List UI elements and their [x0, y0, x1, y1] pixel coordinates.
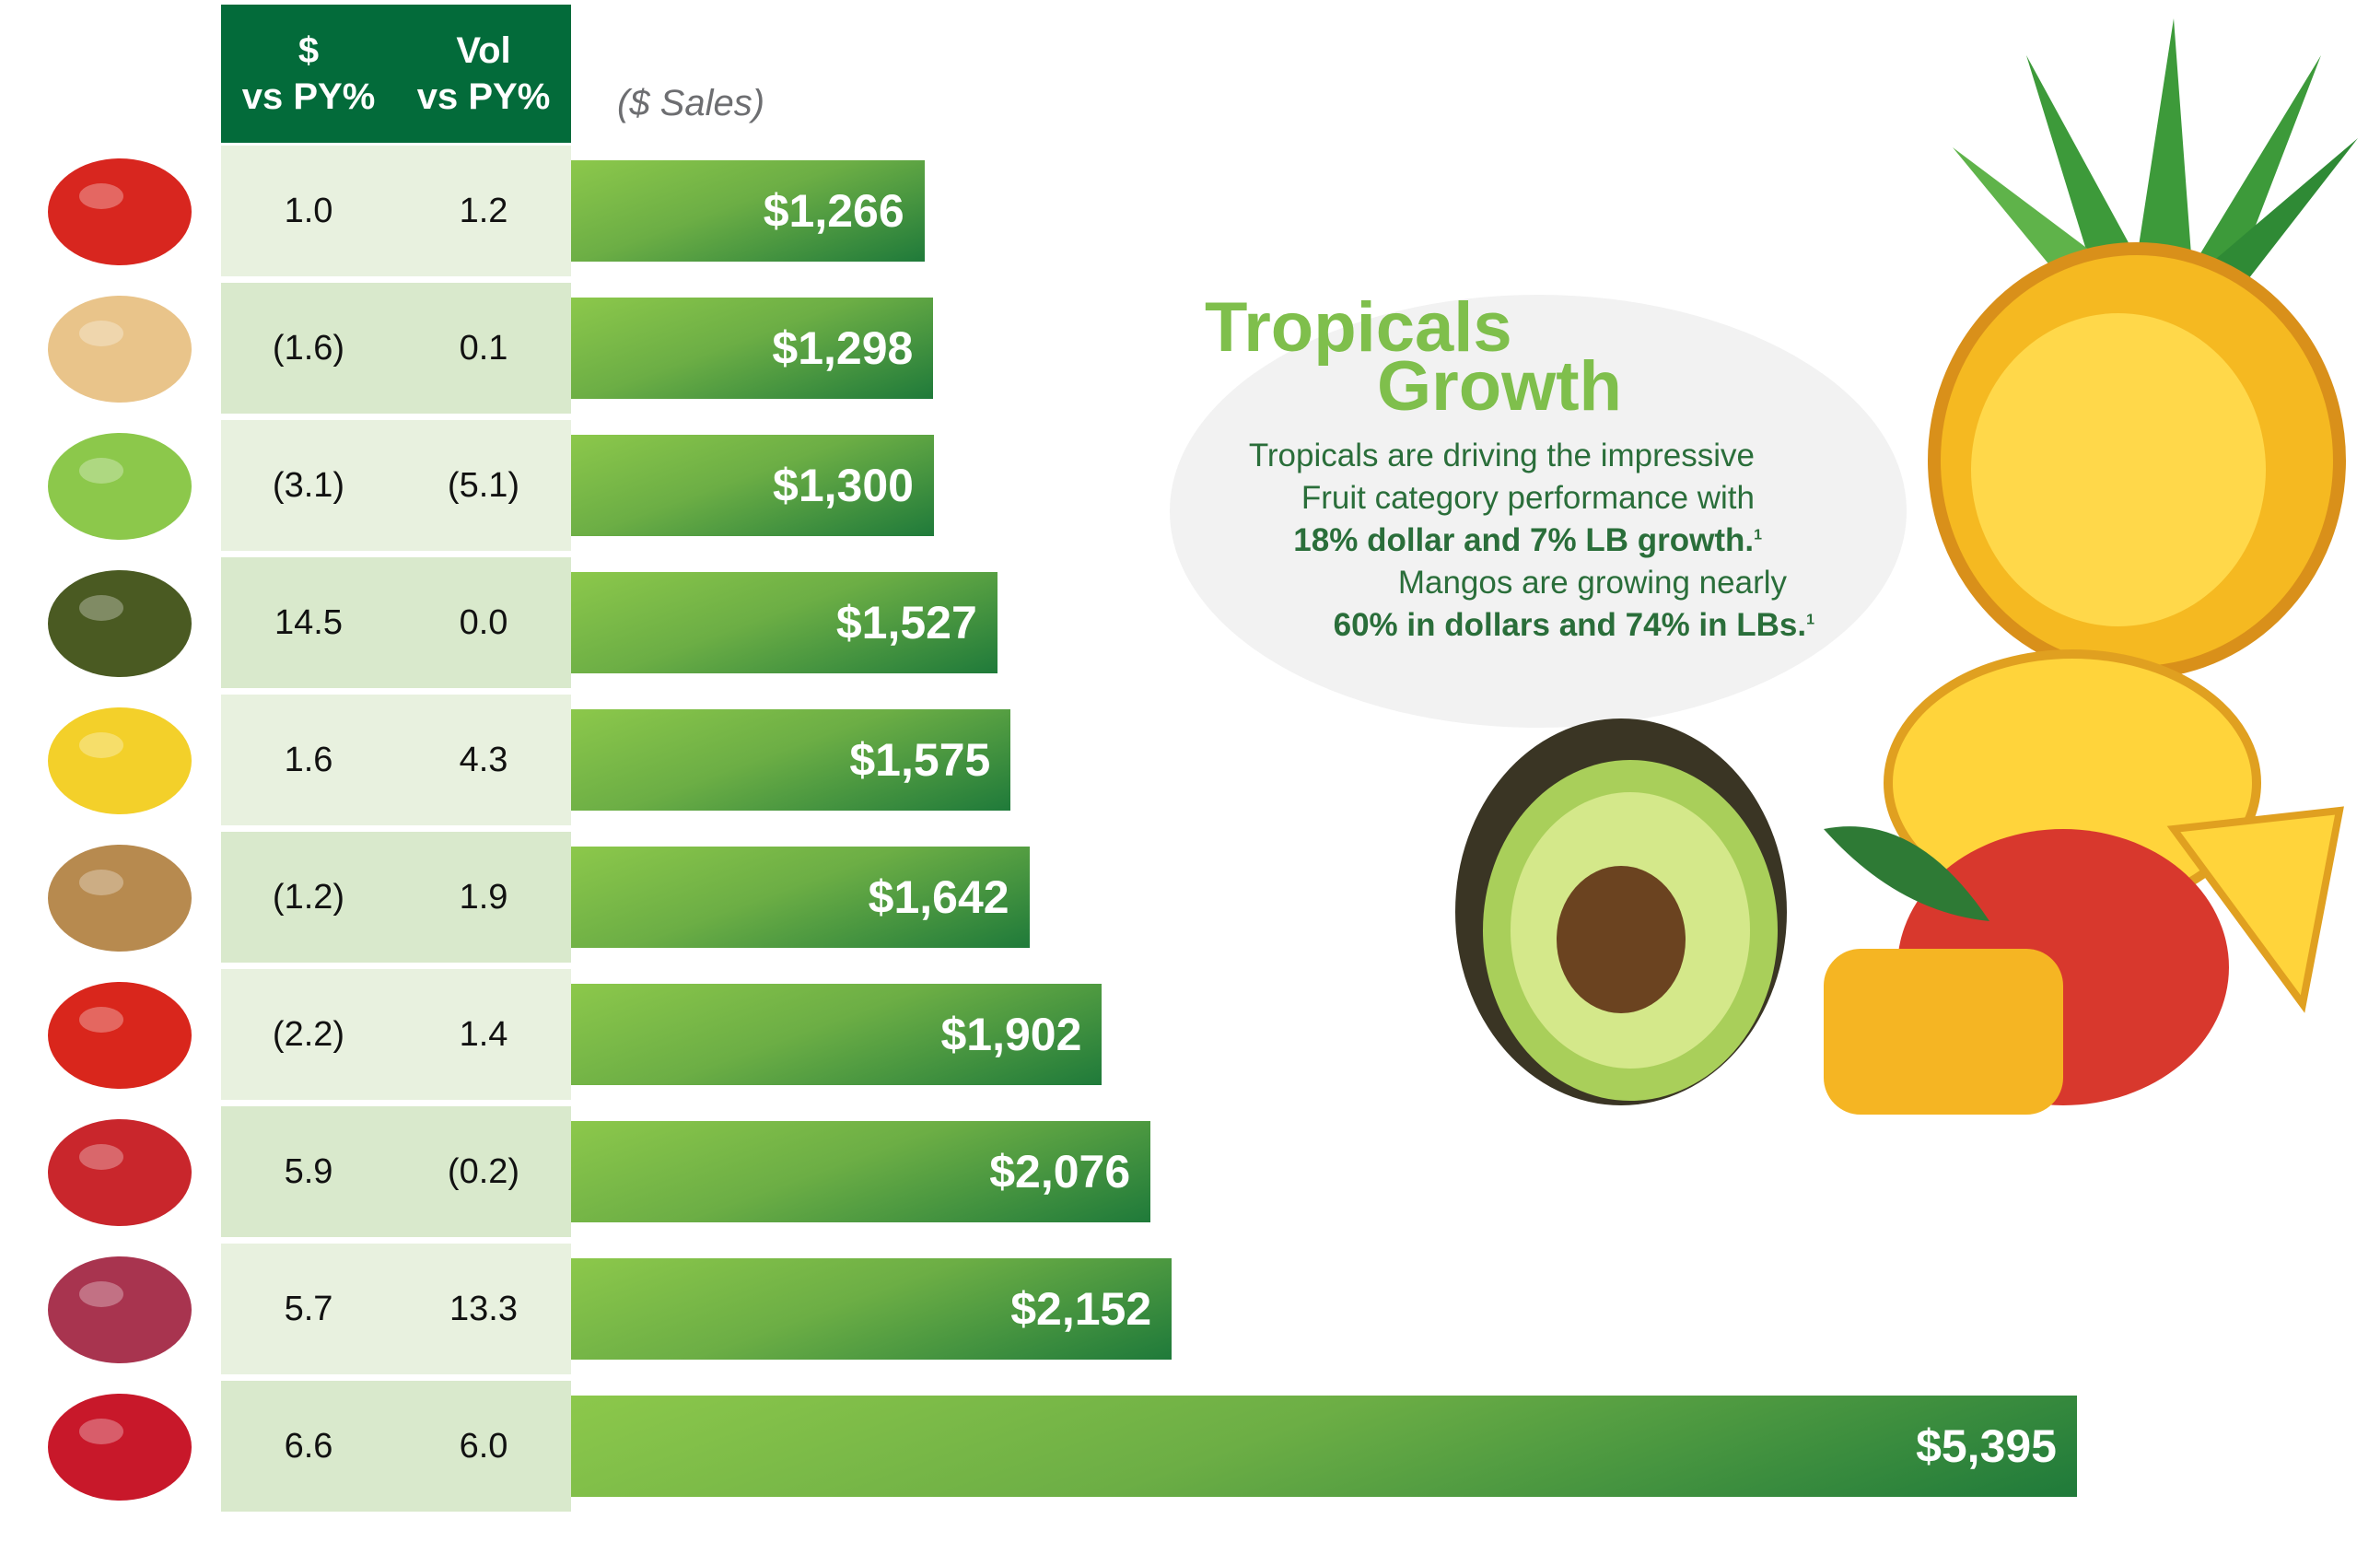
bar: $1,298 [571, 298, 934, 399]
bar-value-label: $2,076 [989, 1146, 1131, 1197]
tomato-icon [28, 969, 221, 1100]
tropical-fruits-illustration [1455, 18, 2358, 1115]
callout-background [1170, 295, 1907, 728]
header-line: vs PY% [416, 76, 551, 117]
table-row: (3.1) (5.1) [221, 420, 571, 551]
callout-line3-text: 18% dollar and 7% LB growth. [1293, 522, 1755, 558]
bar: $5,395 [571, 1396, 2077, 1497]
table-row: (2.2) 1.4 [221, 969, 571, 1100]
bar-value-label: $5,395 [1916, 1420, 2057, 1472]
vol-vs-py-cell: 0.0 [459, 602, 508, 642]
callout-line3: 18% dollar and 7% LB growth.1 [1293, 522, 1762, 559]
bar: $1,575 [571, 709, 1011, 811]
bar: $2,152 [571, 1258, 1172, 1360]
bar: $1,266 [571, 160, 925, 262]
callout-line1: Tropicals are driving the impressive [1248, 438, 1755, 473]
dollar-vs-py-cell: 5.9 [284, 1151, 333, 1191]
dollar-vs-py-cell: 1.0 [284, 191, 333, 230]
avocado-icon [28, 557, 221, 688]
bar-value-label: $1,527 [835, 597, 977, 648]
vol-vs-py-cell: 0.1 [459, 328, 508, 368]
bar-value-label: $1,575 [849, 734, 991, 786]
sales-unit-label: ($ Sales) [617, 83, 765, 123]
lettuce-icon [28, 420, 221, 551]
table-header: $ vs PY% Vol vs PY% [221, 5, 571, 143]
pineapple-wedge-icon [2166, 806, 2344, 1013]
table-row: 5.7 13.3 [221, 1244, 571, 1374]
grapes-icon [28, 1244, 221, 1374]
dollar-vs-py-cell: (2.2) [272, 1014, 345, 1054]
vol-vs-py-cell: 6.0 [459, 1426, 508, 1466]
table-row: 1.0 1.2 [221, 146, 571, 276]
table-row: 1.6 4.3 [221, 695, 571, 825]
table-row: (1.2) 1.9 [221, 832, 571, 963]
header-line: vs PY% [241, 76, 376, 117]
dollar-vs-py-cell: (3.1) [272, 465, 345, 505]
vol-vs-py-cell: 1.4 [459, 1014, 508, 1054]
bar: $1,642 [571, 847, 1030, 948]
dollar-vs-py-cell: 6.6 [284, 1426, 333, 1466]
callout-title-line2: Growth [1377, 347, 1622, 426]
callout-title-line1: Tropicals [1205, 288, 1512, 367]
dollar-vs-py-cell: (1.6) [272, 328, 345, 368]
table-row: 14.5 0.0 [221, 557, 571, 688]
bar-value-label: $1,902 [940, 1009, 1082, 1060]
vol-vs-py-cell: (0.2) [447, 1151, 520, 1191]
bar-value-label: $2,152 [1010, 1283, 1152, 1335]
dollar-vs-py-cell: (1.2) [272, 877, 345, 917]
bar: $1,527 [571, 572, 998, 673]
vol-vs-py-cell: 13.3 [449, 1289, 518, 1328]
peppers-icon [28, 146, 221, 276]
vol-vs-py-cell: (5.1) [447, 465, 520, 505]
dollar-vs-py-cell: 1.6 [284, 740, 333, 779]
berries-icon [28, 1381, 221, 1512]
table-row: 5.9 (0.2) [221, 1106, 571, 1237]
vol-vs-py-cell: 1.9 [459, 877, 508, 917]
bar-value-label: $1,300 [773, 460, 914, 511]
header-line: Vol [456, 30, 511, 71]
footnote-marker: 1 [1806, 612, 1814, 628]
bar-value-label: $1,298 [772, 322, 914, 374]
callout-line4: Mangos are growing nearly [1397, 565, 1787, 601]
bar: $1,300 [571, 435, 934, 536]
callout-line5-text: 60% in dollars and 74% in LBs. [1333, 607, 1807, 643]
callout-line2: Fruit category performance with [1301, 480, 1755, 516]
header-dollar-vs-py: $ vs PY% [221, 5, 396, 143]
apple-icon [28, 1106, 221, 1237]
potato-icon [28, 832, 221, 963]
vol-vs-py-cell: 1.2 [459, 191, 508, 230]
banana-icon [28, 695, 221, 825]
header-vol-vs-py: Vol vs PY% [396, 5, 571, 143]
footnote-marker: 1 [1754, 527, 1762, 543]
dollar-vs-py-cell: 14.5 [274, 602, 343, 642]
vol-vs-py-cell: 4.3 [459, 740, 508, 779]
callout-line5: 60% in dollars and 74% in LBs.1 [1334, 607, 1814, 644]
bar: $1,902 [571, 984, 1102, 1085]
header-line: $ [298, 30, 320, 71]
bar-value-label: $1,642 [868, 871, 1009, 923]
onion-icon [28, 283, 221, 414]
table-row: (1.6) 0.1 [221, 283, 571, 414]
bar: $2,076 [571, 1121, 1151, 1222]
bar-value-label: $1,266 [763, 185, 904, 237]
dollar-vs-py-cell: 5.7 [284, 1289, 333, 1328]
table-row: 6.6 6.0 [221, 1381, 571, 1512]
